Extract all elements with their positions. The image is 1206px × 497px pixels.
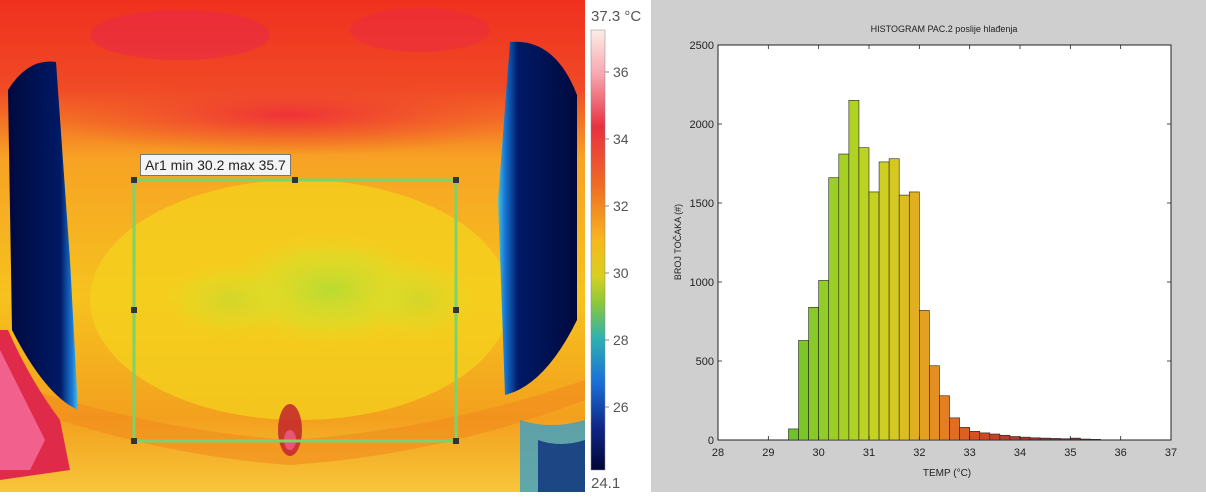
roi-handle[interactable] <box>453 177 459 183</box>
x-tick-label: 35 <box>1064 447 1076 459</box>
roi-handle[interactable] <box>131 307 137 313</box>
histogram-bar <box>1019 436 1031 441</box>
thermal-image <box>0 0 585 492</box>
x-tick-label: 31 <box>863 447 875 459</box>
x-tick-label: 32 <box>913 447 925 459</box>
histogram-bar <box>788 428 799 441</box>
colorbar-tick-label: 30 <box>613 265 629 281</box>
temperature-colorbar: 37.3 °C 36 34 32 30 28 26 24.1 <box>585 0 651 492</box>
colorbar-scale: 37.3 °C 36 34 32 30 28 26 24.1 <box>590 8 641 492</box>
histogram-bar <box>898 194 910 441</box>
roi-measurement-label: Ar1 min 30.2 max 35.7 <box>140 154 291 176</box>
x-tick-label: 33 <box>964 447 976 459</box>
x-tick-label: 34 <box>1014 447 1026 459</box>
y-tick-label: 2500 <box>690 40 714 52</box>
histogram-bar <box>999 434 1011 441</box>
y-tick-label: 2000 <box>690 119 714 131</box>
histogram-chart: 28 29 30 31 32 33 34 35 36 37 0 500 1000 1500 2000 250… <box>673 24 1177 479</box>
histogram-bar <box>1090 439 1101 441</box>
histogram-bar <box>979 432 991 441</box>
histogram-bar <box>828 177 840 441</box>
histogram-bar <box>969 431 981 441</box>
y-axis-label: BROJ TOČAKA (#) <box>673 204 683 280</box>
histogram-bar <box>798 340 809 441</box>
roi-handle[interactable] <box>292 177 298 183</box>
colorbar-tick-label: 32 <box>613 198 629 214</box>
histogram-bar <box>919 310 930 441</box>
y-tick-label: 0 <box>708 435 714 447</box>
x-tick-label: 29 <box>762 447 774 459</box>
histogram-bar <box>838 153 850 441</box>
histogram-bar <box>818 280 830 441</box>
y-axis-ticks: 0 500 1000 1500 2000 2500 <box>690 40 1171 447</box>
y-tick-label: 1500 <box>690 198 714 210</box>
x-tick-label: 30 <box>813 447 825 459</box>
histogram-bar <box>1039 437 1051 441</box>
x-axis-ticks: 28 29 30 31 32 33 34 35 36 37 <box>712 45 1177 459</box>
histogram-bar <box>1029 437 1041 441</box>
histogram-bar <box>1059 438 1071 441</box>
plot-area <box>717 44 1172 441</box>
roi-handle[interactable] <box>131 438 137 444</box>
histogram-bar <box>1070 437 1081 441</box>
roi-handle[interactable] <box>453 438 459 444</box>
histogram-bar <box>858 147 870 441</box>
histogram-bar <box>939 395 950 441</box>
histogram-bar <box>908 191 920 441</box>
roi-handle[interactable] <box>453 307 459 313</box>
histogram-bar <box>989 433 1001 441</box>
colorbar-tick-label: 34 <box>613 131 629 147</box>
histogram-bar <box>888 158 900 441</box>
histogram-bar <box>848 100 860 441</box>
histogram-bar <box>1009 436 1021 441</box>
histogram-bar <box>868 191 880 441</box>
histogram-bar <box>1049 438 1061 441</box>
colorbar-tick-label: 28 <box>613 332 629 348</box>
colorbar-min-label: 24.1 <box>591 475 620 492</box>
histogram-panel: 28 29 30 31 32 33 34 35 36 37 0 500 1000 1500 2000 250… <box>651 0 1206 492</box>
y-tick-label: 1000 <box>690 277 714 289</box>
histogram-bars <box>788 100 1101 441</box>
x-tick-label: 37 <box>1165 447 1177 459</box>
histogram-bar <box>959 427 970 441</box>
histogram-bar <box>808 306 819 441</box>
x-tick-label: 28 <box>712 447 724 459</box>
colorbar-max-label: 37.3 °C <box>591 8 641 25</box>
colorbar-tick-label: 36 <box>613 64 629 80</box>
y-tick-label: 500 <box>696 356 714 368</box>
histogram-bar <box>878 161 890 441</box>
histogram-bar <box>929 365 940 441</box>
roi-handle[interactable] <box>131 177 137 183</box>
thermal-image-panel: Ar1 min 30.2 max 35.7 <box>0 0 585 492</box>
x-tick-label: 36 <box>1115 447 1127 459</box>
histogram-bar <box>949 417 960 441</box>
colorbar-tick-label: 26 <box>613 399 629 415</box>
chart-title: HISTOGRAM PAC.2 poslije hlađenja <box>871 24 1018 34</box>
x-axis-label: TEMP (°C) <box>923 468 971 479</box>
histogram-bar <box>1080 438 1091 441</box>
